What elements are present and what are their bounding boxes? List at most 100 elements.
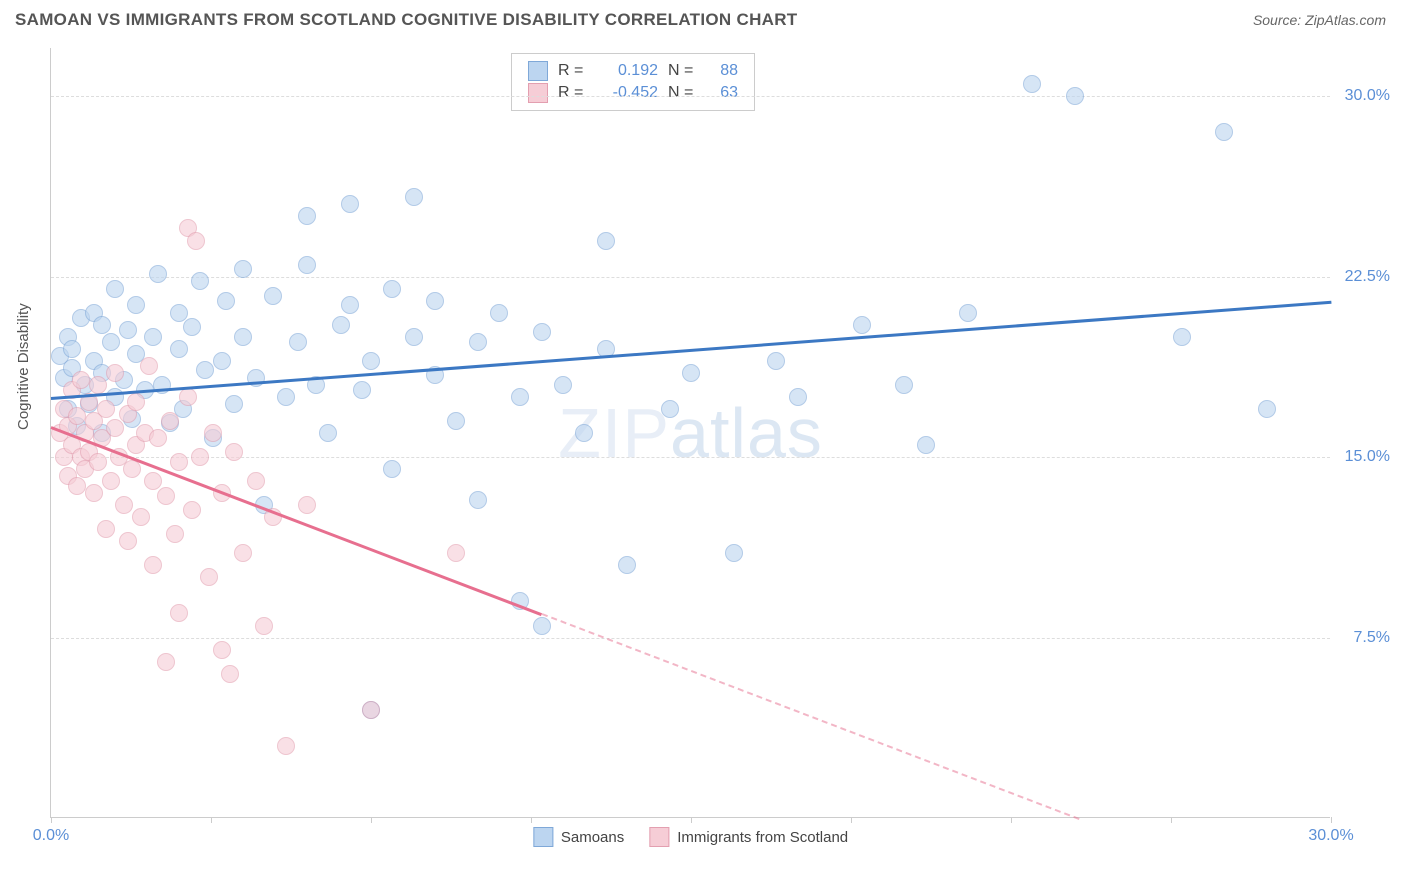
data-point: [661, 400, 679, 418]
data-point: [85, 484, 103, 502]
data-point: [264, 287, 282, 305]
y-tick-label: 15.0%: [1345, 448, 1390, 466]
data-point: [1258, 400, 1276, 418]
data-point: [170, 453, 188, 471]
x-tick: [51, 817, 52, 823]
data-point: [106, 280, 124, 298]
legend-swatch: [528, 83, 548, 103]
x-tick: [211, 817, 212, 823]
trend-line: [51, 301, 1331, 400]
data-point: [277, 388, 295, 406]
data-point: [144, 472, 162, 490]
x-tick: [691, 817, 692, 823]
data-point: [149, 265, 167, 283]
data-point: [115, 496, 133, 514]
stats-legend-box: R =0.192N =88R =-0.452N =63: [511, 53, 755, 111]
gridline: [51, 457, 1330, 458]
data-point: [213, 352, 231, 370]
data-point: [298, 207, 316, 225]
data-point: [341, 296, 359, 314]
data-point: [725, 544, 743, 562]
data-point: [140, 357, 158, 375]
data-point: [63, 340, 81, 358]
x-tick: [531, 817, 532, 823]
data-point: [289, 333, 307, 351]
data-point: [161, 412, 179, 430]
gridline: [51, 96, 1330, 97]
x-tick: [851, 817, 852, 823]
data-point: [187, 232, 205, 250]
data-point: [170, 604, 188, 622]
data-point: [469, 491, 487, 509]
data-point: [204, 424, 222, 442]
data-point: [221, 665, 239, 683]
data-point: [157, 487, 175, 505]
data-point: [1215, 123, 1233, 141]
data-point: [127, 393, 145, 411]
data-point: [191, 448, 209, 466]
data-point: [97, 520, 115, 538]
data-point: [157, 653, 175, 671]
stat-n-value: 88: [708, 62, 738, 80]
data-point: [68, 477, 86, 495]
data-point: [217, 292, 235, 310]
stat-n-label: N =: [668, 62, 698, 80]
data-point: [490, 304, 508, 322]
data-point: [144, 556, 162, 574]
data-point: [225, 395, 243, 413]
data-point: [554, 376, 572, 394]
data-point: [191, 272, 209, 290]
data-point: [895, 376, 913, 394]
legend-label: Immigrants from Scotland: [677, 829, 848, 846]
watermark: ZIPatlas: [558, 393, 823, 473]
legend-swatch: [528, 61, 548, 81]
y-tick-label: 22.5%: [1345, 268, 1390, 286]
data-point: [127, 296, 145, 314]
data-point: [383, 460, 401, 478]
data-point: [119, 321, 137, 339]
chart-title: SAMOAN VS IMMIGRANTS FROM SCOTLAND COGNI…: [15, 10, 797, 30]
data-point: [511, 388, 529, 406]
data-point: [298, 256, 316, 274]
data-point: [234, 260, 252, 278]
data-point: [72, 371, 90, 389]
legend-swatch: [649, 827, 669, 847]
data-point: [102, 333, 120, 351]
data-point: [597, 232, 615, 250]
data-point: [183, 501, 201, 519]
data-point: [170, 304, 188, 322]
data-point: [200, 568, 218, 586]
data-point: [1173, 328, 1191, 346]
data-point: [213, 641, 231, 659]
data-point: [179, 388, 197, 406]
data-point: [1023, 75, 1041, 93]
data-point: [405, 188, 423, 206]
data-point: [332, 316, 350, 334]
data-point: [102, 472, 120, 490]
data-point: [383, 280, 401, 298]
data-point: [1066, 87, 1084, 105]
source-label: Source: ZipAtlas.com: [1253, 12, 1386, 28]
data-point: [533, 323, 551, 341]
data-point: [149, 429, 167, 447]
stat-r-label: R =: [558, 62, 588, 80]
data-point: [89, 453, 107, 471]
trend-line: [541, 613, 1079, 820]
data-point: [618, 556, 636, 574]
data-point: [469, 333, 487, 351]
stats-row: R =0.192N =88: [528, 60, 738, 82]
data-point: [119, 532, 137, 550]
data-point: [767, 352, 785, 370]
y-axis-title: Cognitive Disability: [15, 303, 32, 430]
data-point: [132, 508, 150, 526]
data-point: [298, 496, 316, 514]
data-point: [426, 292, 444, 310]
data-point: [789, 388, 807, 406]
legend-swatch: [533, 827, 553, 847]
data-point: [533, 617, 551, 635]
data-point: [183, 318, 201, 336]
gridline: [51, 638, 1330, 639]
data-point: [362, 352, 380, 370]
x-tick-label: 0.0%: [33, 827, 69, 845]
data-point: [170, 340, 188, 358]
